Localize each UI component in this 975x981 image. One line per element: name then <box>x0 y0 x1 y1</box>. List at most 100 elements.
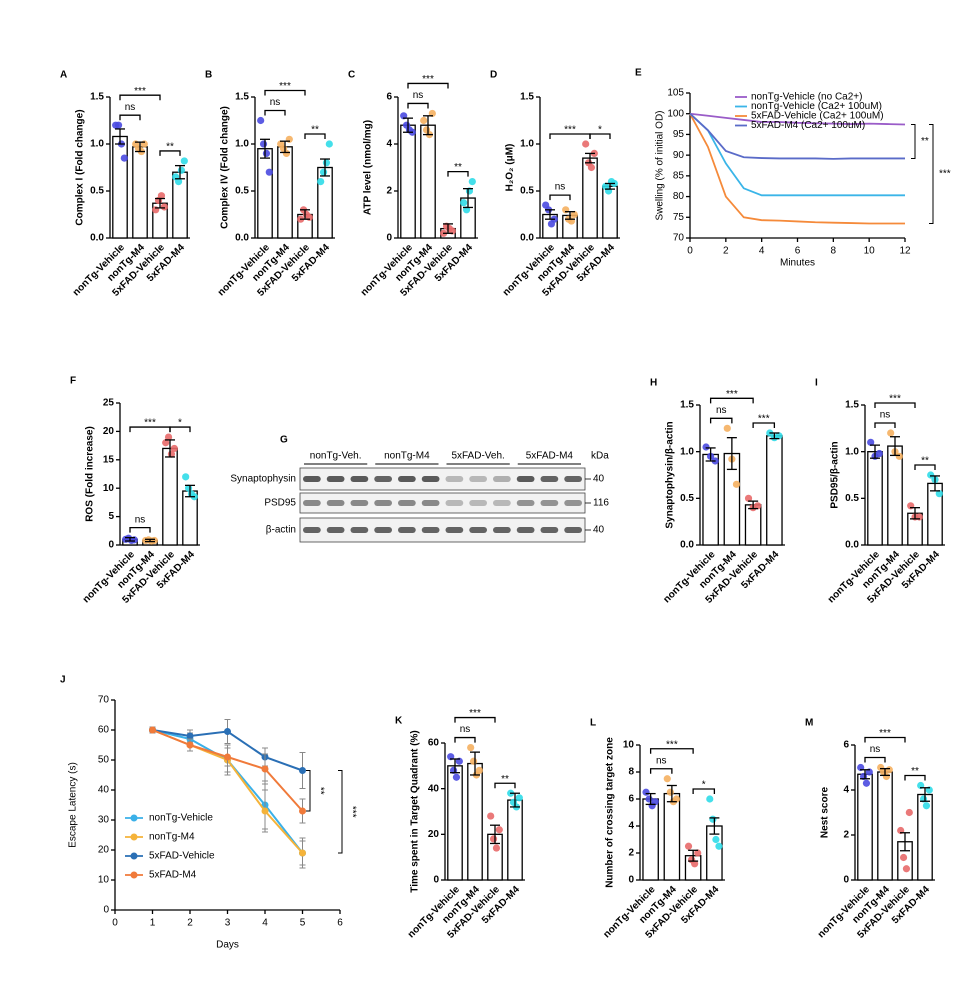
significance-label: ns <box>555 182 566 193</box>
blot-band <box>374 476 392 482</box>
y-tick-label: 0 <box>108 540 114 551</box>
data-point <box>282 149 291 157</box>
data-point <box>170 444 178 453</box>
significance-bracket <box>904 774 926 781</box>
significance-bracket <box>549 133 591 139</box>
unit-label: kDa <box>591 451 609 462</box>
y-tick-label: 25 <box>103 398 115 409</box>
blot-band <box>326 500 345 506</box>
y-axis-label: Escape Latency (s) <box>68 762 79 848</box>
panel-letter: I <box>815 378 818 389</box>
significance-label: *** <box>422 74 434 85</box>
y-axis-label: Synaptophysin/β-actin <box>665 421 676 528</box>
y-tick-label: 75 <box>673 212 685 223</box>
y-tick-label: 90 <box>673 150 685 161</box>
y-axis-label: Nest score <box>820 786 831 838</box>
y-tick-label: 10 <box>103 483 115 494</box>
blot-band <box>350 476 369 482</box>
legend-marker <box>130 852 138 860</box>
data-point <box>186 741 194 749</box>
significance-bracket <box>447 170 469 177</box>
significance-bracket <box>874 402 916 408</box>
data-point <box>915 513 923 521</box>
blot-band <box>303 476 321 482</box>
y-tick-label: 1.0 <box>520 139 534 150</box>
y-axis-label: Swelling (% of initial OD) <box>655 110 666 220</box>
significance-bracket <box>264 89 306 96</box>
significance-label: ns <box>125 102 136 113</box>
panel-letter: E <box>635 68 642 79</box>
lane-label: 5xFAD-M4 <box>526 451 574 462</box>
significance-bracket <box>407 102 429 109</box>
blot-band <box>540 500 559 506</box>
data-point <box>887 429 895 437</box>
x-tick-label: 10 <box>864 246 876 257</box>
y-tick-label: 1.5 <box>90 92 104 103</box>
significance-bracket <box>159 150 181 156</box>
panel-letter: L <box>590 718 596 729</box>
data-point <box>186 732 194 740</box>
panel-letter: B <box>205 70 212 81</box>
bar <box>642 798 659 881</box>
legend-label: nonTg-Vehicle (no Ca2+) <box>751 92 862 103</box>
significance-bracket <box>407 82 449 89</box>
y-tick-label: 70 <box>673 233 685 244</box>
data-point <box>706 795 714 803</box>
kda-label: 40 <box>593 474 605 485</box>
y-axis-label: Number of crossing target zone <box>605 737 616 888</box>
legend-label: 5xFAD-Vehicle <box>149 851 215 862</box>
significance-label: *** <box>469 708 481 719</box>
significance-bracket <box>306 770 311 812</box>
y-tick-label: 60 <box>428 738 440 749</box>
significance-label: ** <box>166 142 174 153</box>
y-tick-label: 4 <box>843 785 849 796</box>
data-point <box>663 775 671 783</box>
significance-label: * <box>598 125 602 136</box>
panel-letter: C <box>348 70 355 81</box>
y-tick-label: 1.0 <box>235 139 249 150</box>
data-point <box>862 779 871 787</box>
y-tick-label: 6 <box>843 740 849 751</box>
data-point <box>257 116 265 125</box>
y-tick-label: 0 <box>103 905 109 916</box>
panel-letter: M <box>805 718 813 729</box>
significance-bracket <box>752 422 776 428</box>
series-line <box>689 113 905 160</box>
data-point <box>467 743 475 752</box>
legend-label: 5xFAD-M4 (Ca2+ 100uM) <box>751 120 865 131</box>
y-tick-label: 2 <box>386 186 392 197</box>
significance-label: *** <box>346 806 357 818</box>
data-point <box>317 178 325 186</box>
data-point <box>492 844 501 852</box>
x-tick-label: 8 <box>831 246 837 257</box>
data-point <box>902 865 911 873</box>
y-tick-label: 1.0 <box>680 446 694 457</box>
blot-band <box>303 500 321 506</box>
data-point <box>642 788 650 796</box>
bar <box>112 135 128 239</box>
y-tick-label: 70 <box>98 695 110 706</box>
significance-bracket <box>549 194 571 201</box>
y-tick-label: 4 <box>628 821 634 832</box>
kda-label: 40 <box>593 525 605 536</box>
significance-bracket <box>929 123 934 224</box>
data-point <box>475 766 483 775</box>
significance-bracket <box>709 397 754 404</box>
data-point <box>452 773 461 781</box>
data-point <box>587 163 596 172</box>
significance-bracket <box>649 768 673 774</box>
data-point <box>882 772 891 781</box>
bar <box>162 447 178 546</box>
data-point <box>420 116 428 125</box>
y-tick-label: 50 <box>98 755 110 766</box>
blot-band <box>493 527 511 533</box>
y-tick-label: 30 <box>98 815 110 826</box>
legend-label: nonTg-Vehicle <box>149 813 213 824</box>
y-tick-label: 1.5 <box>235 92 249 103</box>
y-tick-label: 85 <box>673 170 685 181</box>
x-axis-label: Days <box>216 940 239 951</box>
significance-label: *** <box>939 169 951 180</box>
y-tick-label: 0.5 <box>845 493 859 504</box>
blot-band <box>374 527 392 533</box>
data-point <box>120 154 128 162</box>
